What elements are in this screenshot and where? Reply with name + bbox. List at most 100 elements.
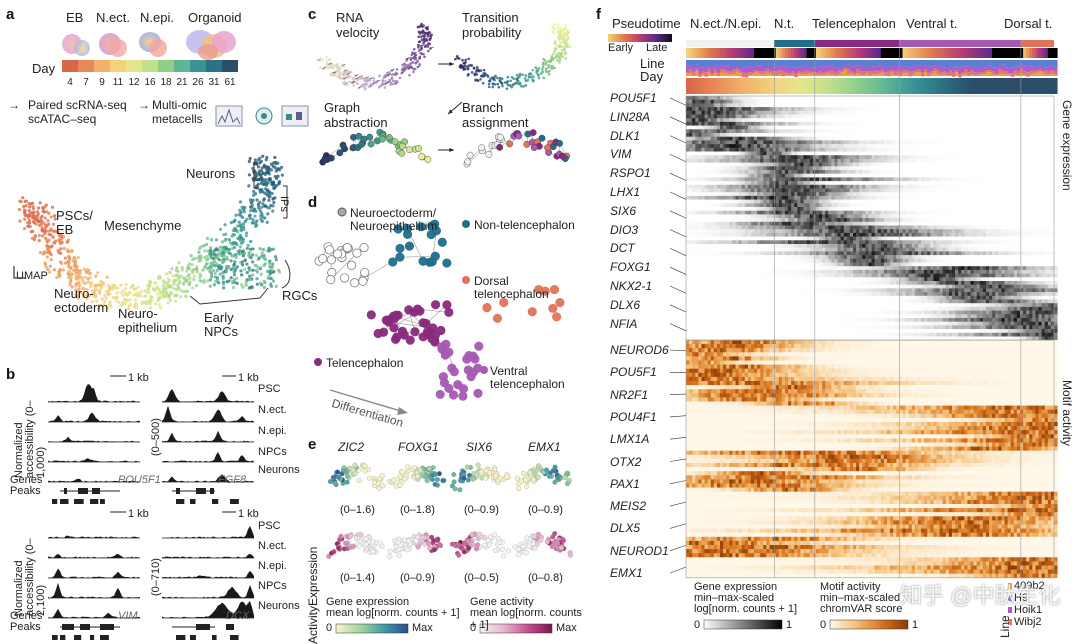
f-day-cell <box>887 78 891 94</box>
umap-cell <box>195 265 198 268</box>
f-expr-cell <box>949 103 953 107</box>
f-expr-cell <box>1042 140 1046 144</box>
f-expr-cell <box>912 107 916 111</box>
umap-cell <box>268 167 271 170</box>
f-expr-cell <box>1011 96 1015 100</box>
umap-cell <box>18 199 21 202</box>
f-expr-cell <box>828 100 832 104</box>
f-expr-cell <box>726 107 730 111</box>
f-expr-cell <box>816 133 820 137</box>
f-expr-cell <box>701 107 705 111</box>
f-expr-cell <box>1032 137 1036 141</box>
f-expr-cell <box>893 137 897 141</box>
f-expr-cell <box>989 133 993 137</box>
umap-cell <box>269 178 272 181</box>
umap-cell <box>263 280 266 283</box>
f-line-cell <box>936 60 940 66</box>
e-node <box>400 470 405 475</box>
f-expr-cell <box>1035 118 1039 122</box>
f-day-cell <box>825 78 829 94</box>
f-pseudotime-cell <box>1039 48 1043 58</box>
e-expr-range-2: (0–0.9) <box>464 504 499 516</box>
f-expr-cell <box>940 115 944 119</box>
f-expr-cell <box>881 100 885 104</box>
e-node <box>547 474 552 479</box>
f-expr-cell <box>971 107 975 111</box>
d-node <box>426 258 434 266</box>
f-expr-cell <box>1017 140 1021 144</box>
umap-cell <box>262 248 265 251</box>
f-expr-cell <box>940 133 944 137</box>
f-line-cell <box>791 72 795 75</box>
f-line-cell <box>1020 60 1024 65</box>
umap-cell <box>153 289 156 292</box>
f-pseudotime-cell <box>689 48 693 58</box>
f-expr-cell <box>1001 103 1005 107</box>
f-expr-cell <box>971 133 975 137</box>
umap-cell <box>187 267 190 270</box>
d-node <box>469 368 477 376</box>
f-expr-cell <box>1008 107 1012 111</box>
f-day-cell <box>998 78 1002 94</box>
c-cell <box>532 80 535 83</box>
umap-cell <box>271 262 274 265</box>
f-line-cell <box>933 72 937 76</box>
f-line-cell <box>940 67 944 72</box>
f-expr-cell <box>862 133 866 137</box>
f-expr-cell <box>726 133 730 137</box>
f-expr-cell <box>723 122 727 126</box>
f-expr-cell <box>875 137 879 141</box>
f-line-cell <box>915 72 919 76</box>
d-node <box>347 261 355 269</box>
f-expr-cell <box>902 133 906 137</box>
track-label-psc-bottom: PSC <box>258 520 281 532</box>
f-expr-cell <box>1035 133 1039 137</box>
f-expr-cell <box>785 129 789 133</box>
f-expr-cell <box>859 140 863 144</box>
f-expr-cell <box>776 103 780 107</box>
f-day-cell <box>797 78 801 94</box>
f-line-cell <box>1014 60 1018 67</box>
f-line-cell <box>838 71 842 75</box>
c-cell <box>554 48 557 51</box>
f-expr-cell <box>1039 107 1043 111</box>
f-pseudotime-cell <box>729 48 733 58</box>
e-node <box>531 477 536 482</box>
f-day-cell <box>729 78 733 94</box>
umap-cell <box>193 275 196 278</box>
f-pseudotime-cell <box>875 48 879 58</box>
f-expr-cell <box>915 122 919 126</box>
f-expr-cell <box>822 140 826 144</box>
f-expr-cell <box>763 103 767 107</box>
umap-cell <box>103 294 106 297</box>
f-pseudotime-cell <box>1032 48 1036 58</box>
f-pseudotime-cell <box>1042 48 1046 58</box>
f-expr-cell <box>1042 96 1046 100</box>
f-expr-cell <box>838 115 842 119</box>
f-expr-cell <box>853 96 857 100</box>
f-line-cell <box>1048 66 1052 72</box>
f-expr-cell <box>698 111 702 115</box>
f-expr-cell <box>974 96 978 100</box>
f-line-cell <box>862 60 866 67</box>
f-pseudotime-cell <box>971 48 975 58</box>
f-expr-cell <box>807 100 811 104</box>
umap-cell <box>261 155 264 158</box>
c-cell <box>335 70 338 73</box>
c-cell <box>479 78 482 81</box>
umap-cell <box>202 268 205 271</box>
f-expr-cell <box>862 103 866 107</box>
f-expr-cell <box>779 96 783 100</box>
umap-cell <box>260 213 263 216</box>
c-cell <box>559 41 562 44</box>
f-expr-cell <box>739 107 743 111</box>
e-node <box>459 545 464 550</box>
umap-cell <box>32 205 35 208</box>
f-expr-cell <box>1054 111 1058 115</box>
c-cell <box>427 33 430 36</box>
f-expr-cell <box>794 107 798 111</box>
umap-cell <box>172 287 175 290</box>
f-expr-cell <box>1045 137 1049 141</box>
f-expr-cell <box>831 103 835 107</box>
c-cell <box>559 58 562 61</box>
